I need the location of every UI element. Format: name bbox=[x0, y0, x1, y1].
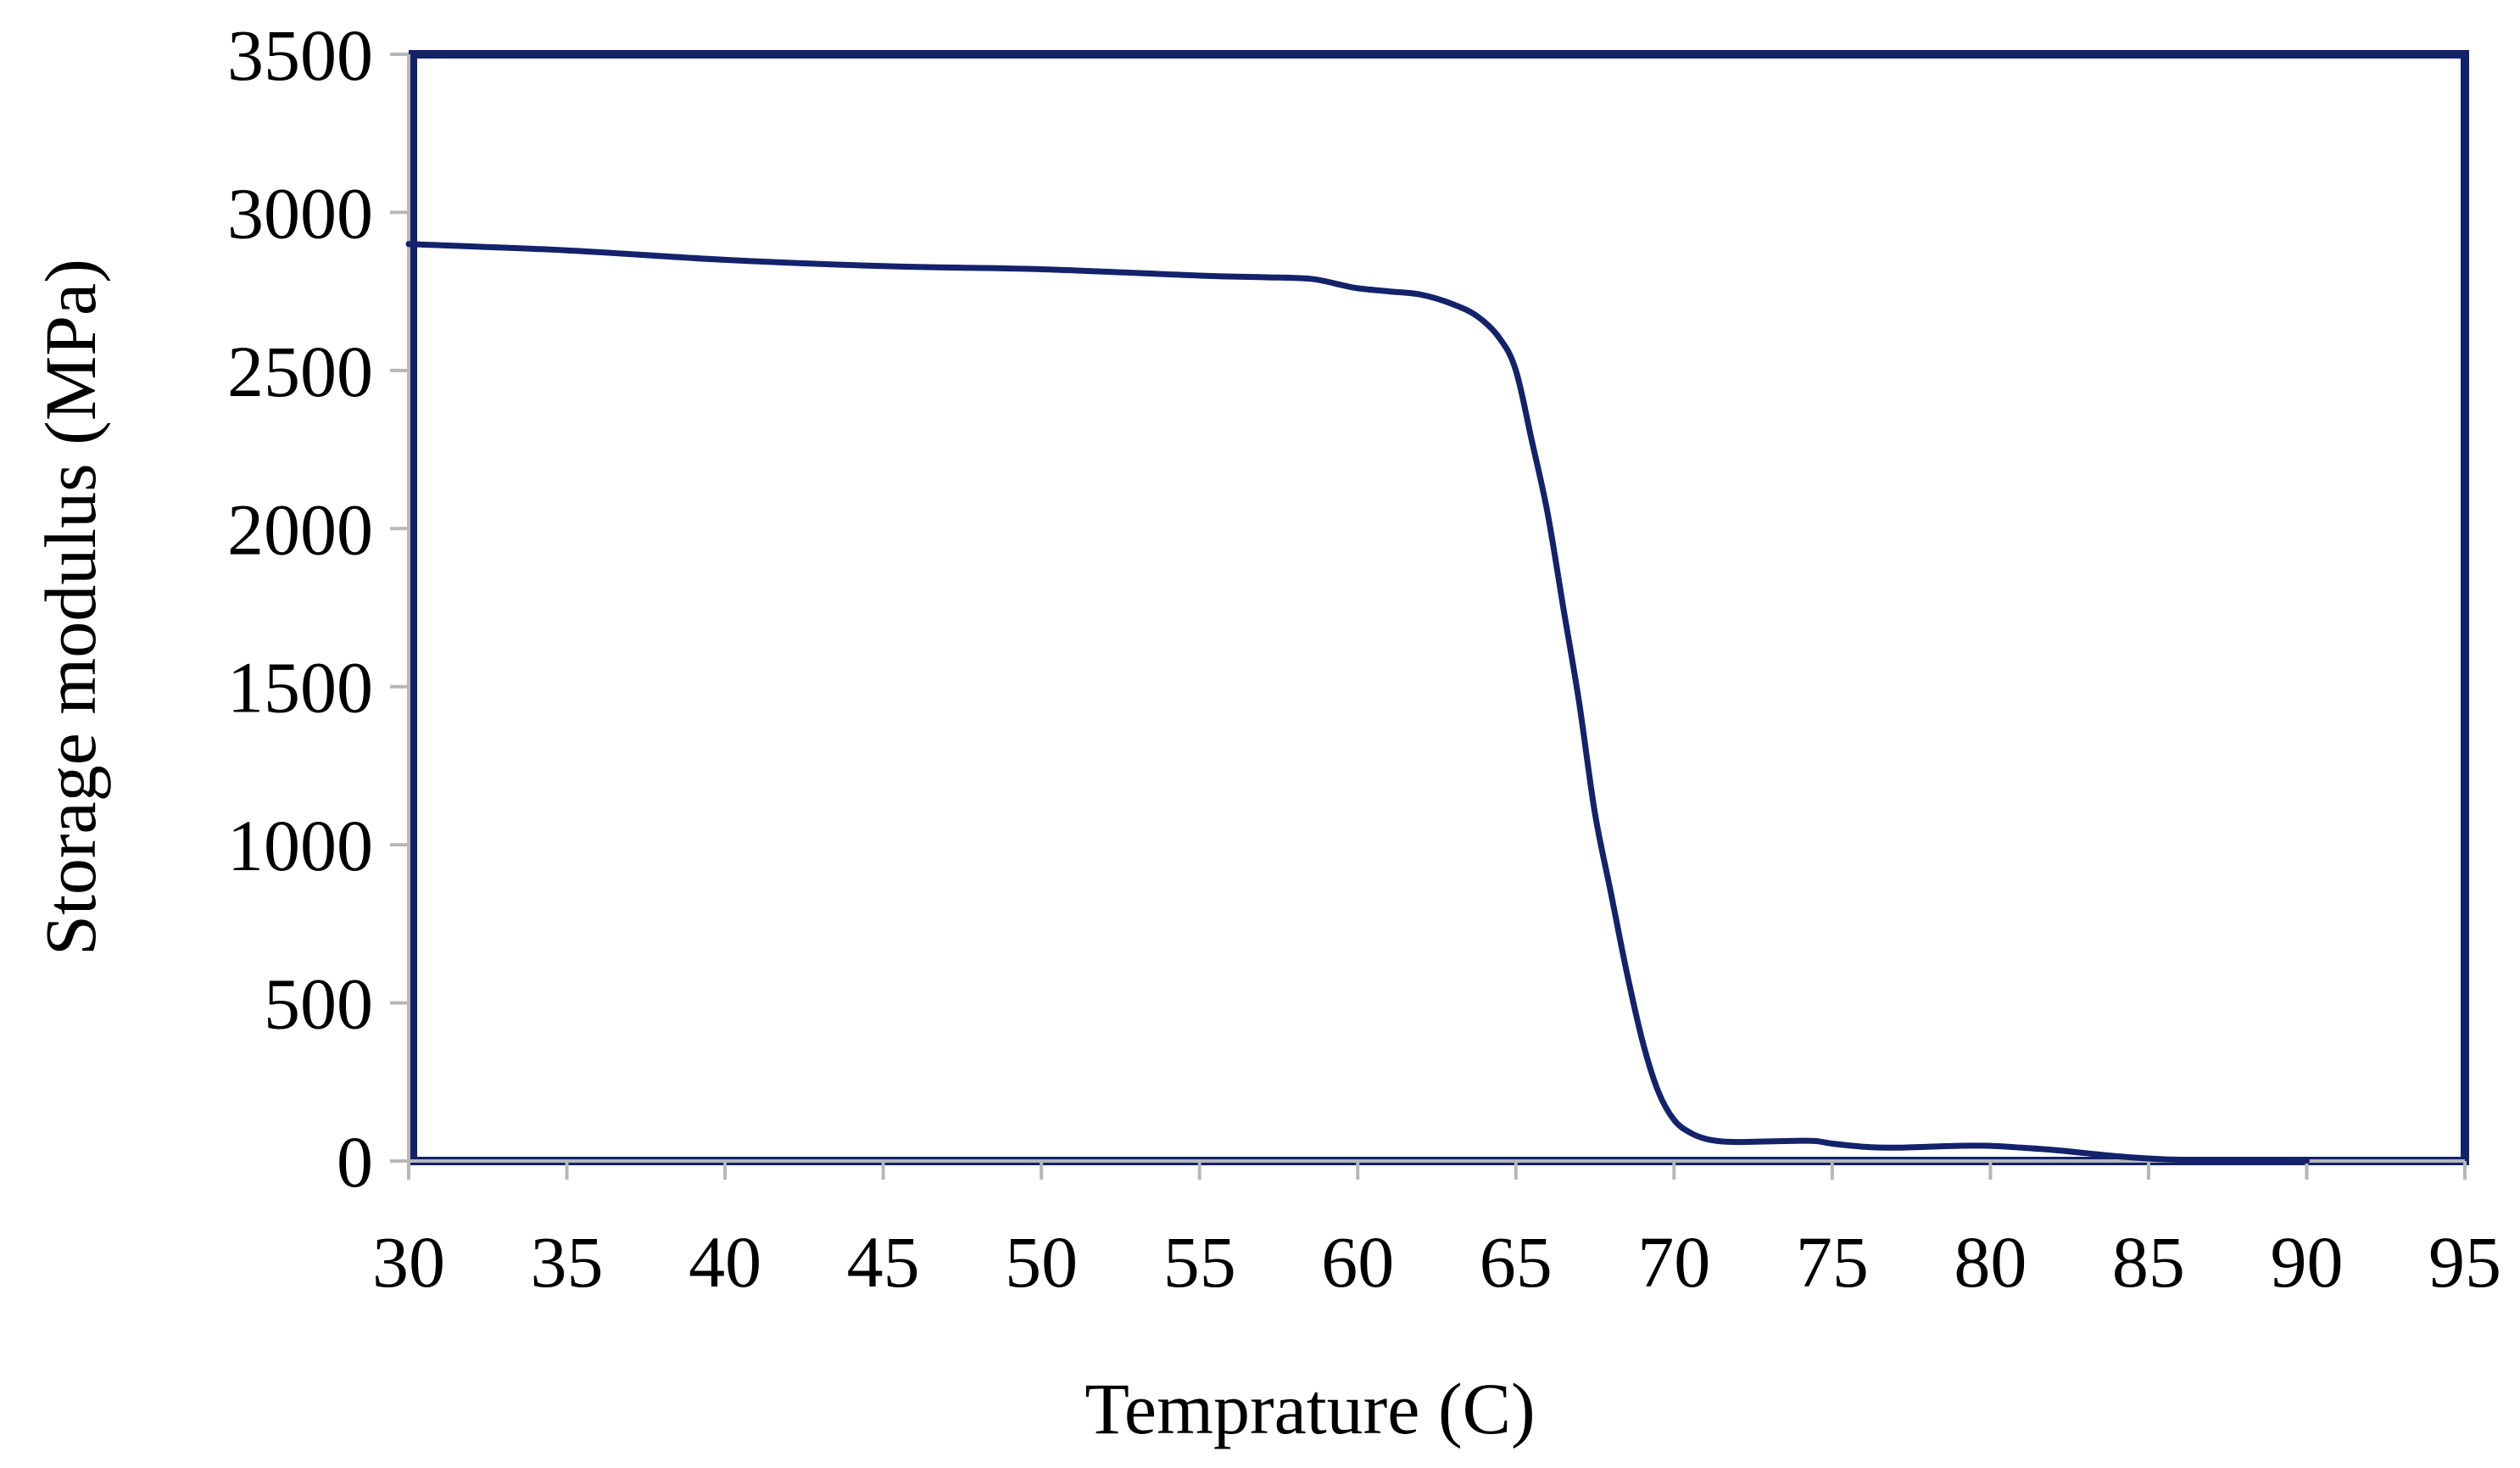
x-tick-label: 35 bbox=[531, 1221, 604, 1303]
x-tick-label: 65 bbox=[1480, 1221, 1553, 1303]
x-tick-label: 45 bbox=[847, 1221, 920, 1303]
x-tick-label: 70 bbox=[1637, 1221, 1710, 1303]
x-tick-label: 50 bbox=[1005, 1221, 1078, 1303]
y-axis-title: Storage modulus (MPa) bbox=[30, 259, 111, 956]
y-tick-label: 2500 bbox=[227, 331, 373, 412]
plot-area-frame bbox=[409, 50, 2469, 1165]
x-tick-label: 30 bbox=[372, 1221, 445, 1303]
y-tick-label: 1500 bbox=[227, 647, 373, 728]
x-tick-label: 95 bbox=[2428, 1221, 2501, 1303]
x-tick-label: 40 bbox=[689, 1221, 761, 1303]
x-tick-label: 55 bbox=[1163, 1221, 1236, 1303]
x-axis-title: Temprature (C) bbox=[1084, 1368, 1535, 1449]
y-tick-label: 3000 bbox=[227, 172, 373, 254]
x-tick-label: 75 bbox=[1796, 1221, 1869, 1303]
x-tick-label: 80 bbox=[1954, 1221, 2027, 1303]
y-tick-label: 3500 bbox=[227, 14, 373, 96]
storage-modulus-series-line bbox=[405, 241, 2310, 1164]
y-tick-label: 0 bbox=[337, 1121, 373, 1203]
x-tick-label: 85 bbox=[2112, 1221, 2185, 1303]
y-axis-ticks: 0 500 1000 1500 2000 2500 3000 3500 bbox=[227, 14, 409, 1203]
x-axis-ticks: 30 35 40 45 50 55 60 65 70 75 80 85 90 95 bbox=[372, 1161, 2501, 1303]
y-tick-label: 2000 bbox=[227, 488, 373, 570]
x-tick-label: 60 bbox=[1321, 1221, 1394, 1303]
x-tick-label: 90 bbox=[2270, 1221, 2343, 1303]
y-tick-label: 1000 bbox=[227, 805, 373, 886]
y-tick-label: 500 bbox=[264, 963, 373, 1045]
